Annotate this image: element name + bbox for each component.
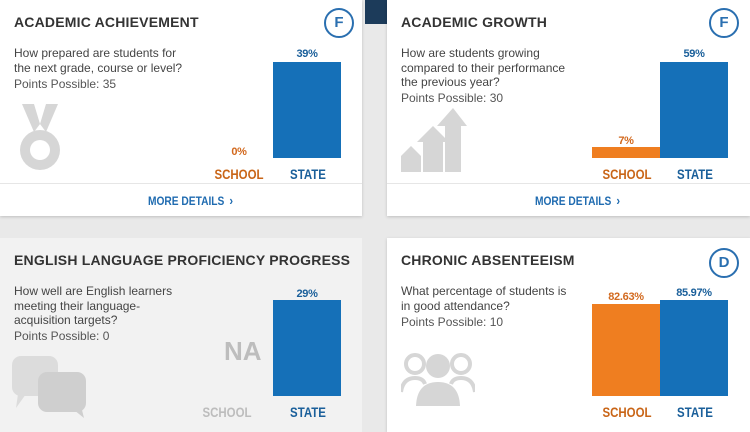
medal-icon xyxy=(20,104,60,170)
card-divider xyxy=(387,183,750,184)
growth-arrows-icon xyxy=(401,108,467,172)
card-question: What percentage of students is in good a… xyxy=(401,284,567,313)
school-na-text: NA xyxy=(224,336,262,366)
card-chronic-absenteeism: CHRONIC ABSENTEEISM D What percentage of… xyxy=(387,238,750,432)
points-possible: Points Possible: 35 xyxy=(14,77,117,91)
more-details-label[interactable]: MORE DETAILS xyxy=(148,194,225,208)
card-academic-achievement: ACADEMIC ACHIEVEMENT F How prepared are … xyxy=(0,0,362,216)
card-divider xyxy=(0,183,362,184)
card-title: ACADEMIC GROWTH xyxy=(401,14,548,30)
school-bar xyxy=(592,304,660,396)
card-question: How are students growing compared to the… xyxy=(401,46,566,89)
card-question: How well are English learners meeting th… xyxy=(14,284,173,327)
chevron-right-icon: › xyxy=(229,193,234,208)
state-label: STATE xyxy=(677,166,713,182)
state-pct: 29% xyxy=(296,288,318,300)
school-label: SCHOOL xyxy=(202,404,252,420)
chevron-right-icon: › xyxy=(616,193,621,208)
grade-badge: D xyxy=(709,248,739,278)
state-bar xyxy=(273,62,341,158)
school-bar xyxy=(592,147,660,158)
school-pct: 7% xyxy=(618,135,634,147)
points-possible: Points Possible: 10 xyxy=(401,315,504,329)
card-title: ACADEMIC ACHIEVEMENT xyxy=(14,14,199,30)
state-pct: 59% xyxy=(683,48,705,60)
school-label: SCHOOL xyxy=(602,404,652,420)
grade-badge: F xyxy=(324,8,354,38)
state-label: STATE xyxy=(677,404,713,420)
card-question: How prepared are students for the next g… xyxy=(14,46,183,75)
header-tab-accent xyxy=(365,0,387,24)
state-label: STATE xyxy=(290,404,326,420)
state-bar xyxy=(660,300,728,396)
school-label: SCHOOL xyxy=(214,166,264,182)
state-bar xyxy=(273,300,341,396)
school-label: SCHOOL xyxy=(602,166,652,182)
card-english-proficiency: ENGLISH LANGUAGE PROFICIENCY PROGRESS Ho… xyxy=(0,238,362,432)
more-details-label[interactable]: MORE DETAILS xyxy=(535,194,612,208)
school-pct: 82.63% xyxy=(608,291,644,303)
state-label: STATE xyxy=(290,166,326,182)
card-title: CHRONIC ABSENTEEISM xyxy=(401,252,575,268)
state-pct: 39% xyxy=(296,48,318,60)
speech-bubbles-icon xyxy=(12,356,86,418)
state-pct: 85.97% xyxy=(676,287,712,299)
state-bar xyxy=(660,62,728,158)
points-possible: Points Possible: 0 xyxy=(14,329,110,343)
school-pct: 0% xyxy=(231,146,247,158)
card-academic-growth: ACADEMIC GROWTH F How are students growi… xyxy=(387,0,750,216)
people-icon xyxy=(401,353,475,406)
points-possible: Points Possible: 30 xyxy=(401,91,504,105)
grade-badge: F xyxy=(709,8,739,38)
more-details-link[interactable]: MORE DETAILS › xyxy=(535,193,620,208)
more-details-link[interactable]: MORE DETAILS › xyxy=(148,193,233,208)
card-title: ENGLISH LANGUAGE PROFICIENCY PROGRESS xyxy=(14,252,351,268)
